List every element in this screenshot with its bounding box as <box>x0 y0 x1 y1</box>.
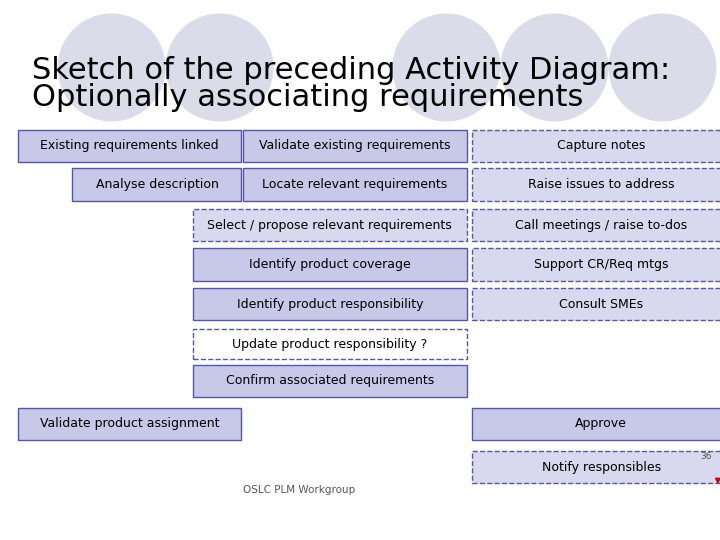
FancyBboxPatch shape <box>243 130 467 162</box>
Text: Raise issues to address: Raise issues to address <box>528 178 675 191</box>
FancyBboxPatch shape <box>472 130 720 162</box>
Text: Select / propose relevant requirements: Select / propose relevant requirements <box>207 219 452 232</box>
Text: Identify product responsibility: Identify product responsibility <box>236 298 423 310</box>
FancyBboxPatch shape <box>243 168 467 201</box>
Ellipse shape <box>500 14 608 122</box>
FancyBboxPatch shape <box>18 130 241 162</box>
Text: Notify responsibles: Notify responsibles <box>541 461 661 474</box>
Ellipse shape <box>58 14 166 122</box>
Text: Consult SMEs: Consult SMEs <box>559 298 643 310</box>
Text: Analyse description: Analyse description <box>96 178 218 191</box>
FancyBboxPatch shape <box>472 209 720 241</box>
Text: Existing requirements linked: Existing requirements linked <box>40 139 219 152</box>
Text: Capture notes: Capture notes <box>557 139 645 152</box>
FancyBboxPatch shape <box>472 248 720 281</box>
FancyBboxPatch shape <box>472 451 720 483</box>
Text: Sketch of the preceding Activity Diagram:: Sketch of the preceding Activity Diagram… <box>32 56 670 85</box>
FancyBboxPatch shape <box>472 408 720 440</box>
FancyBboxPatch shape <box>193 329 467 359</box>
Text: Support CR/Req mtgs: Support CR/Req mtgs <box>534 258 668 271</box>
FancyBboxPatch shape <box>472 288 720 320</box>
Text: Validate existing requirements: Validate existing requirements <box>259 139 451 152</box>
Text: Call meetings / raise to-dos: Call meetings / raise to-dos <box>515 219 688 232</box>
Text: Optionally associating requirements: Optionally associating requirements <box>32 83 584 112</box>
Text: Validate product assignment: Validate product assignment <box>40 417 220 430</box>
Text: OSLC PLM Workgroup: OSLC PLM Workgroup <box>243 485 355 495</box>
Ellipse shape <box>166 14 274 122</box>
Text: Identify product coverage: Identify product coverage <box>249 258 410 271</box>
FancyBboxPatch shape <box>193 209 467 241</box>
Text: Approve: Approve <box>575 417 627 430</box>
FancyBboxPatch shape <box>193 364 467 397</box>
FancyBboxPatch shape <box>72 168 241 201</box>
FancyBboxPatch shape <box>193 288 467 320</box>
Ellipse shape <box>608 14 716 122</box>
Text: Update product responsibility ?: Update product responsibility ? <box>232 338 428 351</box>
Text: 36: 36 <box>700 452 711 461</box>
FancyBboxPatch shape <box>18 408 241 440</box>
Text: Locate relevant requirements: Locate relevant requirements <box>262 178 448 191</box>
Text: Confirm associated requirements: Confirm associated requirements <box>225 374 434 387</box>
Ellipse shape <box>392 14 500 122</box>
FancyBboxPatch shape <box>472 168 720 201</box>
FancyBboxPatch shape <box>193 248 467 281</box>
